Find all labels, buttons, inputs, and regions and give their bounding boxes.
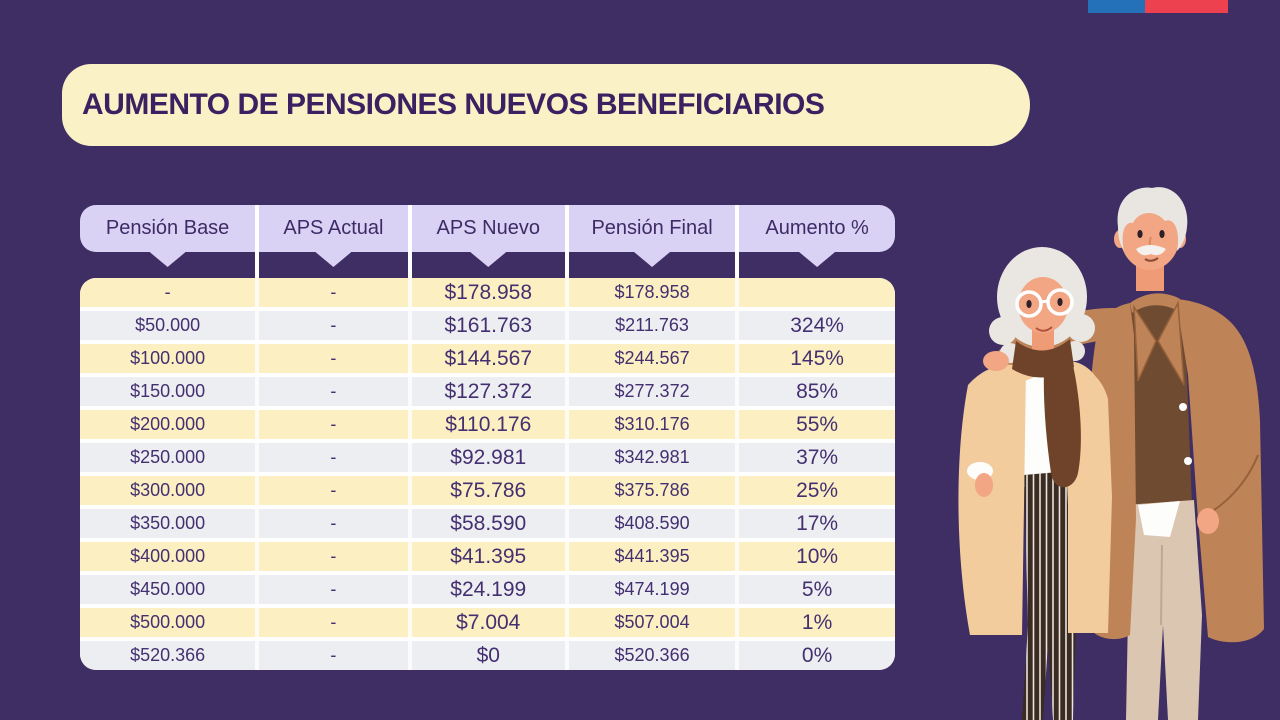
table-row: $100.000 - $144.567 $244.567 145% <box>80 340 895 373</box>
table-cell: 55% <box>735 410 895 439</box>
table-cell: $211.763 <box>564 311 736 340</box>
table-cell: 37% <box>735 443 895 472</box>
table-cell: - <box>255 641 408 670</box>
table-cell: $161.763 <box>407 311 565 340</box>
table-cell: $375.786 <box>564 476 736 505</box>
column-header-aps-nuevo: APS Nuevo <box>407 205 565 278</box>
header-arrow-tail <box>149 252 186 267</box>
table-cell: $110.176 <box>407 410 565 439</box>
table-cell: $310.176 <box>564 410 736 439</box>
title-banner: AUMENTO DE PENSIONES NUEVOS BENEFICIARIO… <box>62 64 1030 146</box>
table-cell: $41.395 <box>407 542 565 571</box>
column-header-aps-actual: APS Actual <box>255 205 408 278</box>
table-cell: $300.000 <box>80 476 256 505</box>
table-cell: $92.981 <box>407 443 565 472</box>
table-row: $250.000 - $92.981 $342.981 37% <box>80 439 895 472</box>
table-cell: $400.000 <box>80 542 256 571</box>
flag-blue-mark <box>1088 0 1145 13</box>
table-cell: $520.366 <box>80 641 256 670</box>
table-cell: $342.981 <box>564 443 736 472</box>
table-row: $50.000 - $161.763 $211.763 324% <box>80 307 895 340</box>
table-cell: - <box>255 278 408 307</box>
table-cell: 0% <box>735 641 895 670</box>
table-row: $150.000 - $127.372 $277.372 85% <box>80 373 895 406</box>
header-arrow-tail <box>634 252 671 267</box>
table-row: $300.000 - $75.786 $375.786 25% <box>80 472 895 505</box>
table-row: $520.366 - $0 $520.366 0% <box>80 637 895 670</box>
table-cell: $178.958 <box>407 278 565 307</box>
column-header-pension-base: Pensión Base <box>80 205 256 278</box>
table-cell: $7.004 <box>407 608 565 637</box>
table-cell: $127.372 <box>407 377 565 406</box>
table-cell <box>735 278 895 307</box>
table-cell: - <box>255 410 408 439</box>
table-row: $200.000 - $110.176 $310.176 55% <box>80 406 895 439</box>
column-header-aumento: Aumento % <box>735 205 895 278</box>
woman-figure <box>958 247 1112 720</box>
table-cell: $150.000 <box>80 377 256 406</box>
table-cell: $350.000 <box>80 509 256 538</box>
table-cell: 324% <box>735 311 895 340</box>
table-cell: 1% <box>735 608 895 637</box>
hand-on-shoulder <box>983 351 1009 371</box>
table-cell: - <box>255 542 408 571</box>
table-cell: $58.590 <box>407 509 565 538</box>
table-cell: 5% <box>735 575 895 604</box>
table-cell: $520.366 <box>564 641 736 670</box>
table-cell: $100.000 <box>80 344 256 373</box>
header-arrow-tail <box>799 252 836 267</box>
page-title: AUMENTO DE PENSIONES NUEVOS BENEFICIARIO… <box>82 88 825 121</box>
table-row: $500.000 - $7.004 $507.004 1% <box>80 604 895 637</box>
table-row: - - $178.958 $178.958 <box>80 278 895 307</box>
table-cell: 25% <box>735 476 895 505</box>
table-row: $400.000 - $41.395 $441.395 10% <box>80 538 895 571</box>
table-cell: $441.395 <box>564 542 736 571</box>
table-cell: $144.567 <box>407 344 565 373</box>
table-cell: 10% <box>735 542 895 571</box>
pension-table: Pensión Base APS Actual APS Nuevo Pensió… <box>80 205 895 670</box>
table-cell: 85% <box>735 377 895 406</box>
table-cell: $24.199 <box>407 575 565 604</box>
table-cell: - <box>80 278 256 307</box>
table-cell: $507.004 <box>564 608 736 637</box>
column-header-pension-final: Pensión Final <box>564 205 736 278</box>
table-cell: $244.567 <box>564 344 736 373</box>
table-row: $350.000 - $58.590 $408.590 17% <box>80 505 895 538</box>
table-cell: 17% <box>735 509 895 538</box>
table-cell: $450.000 <box>80 575 256 604</box>
elderly-couple-illustration <box>958 187 1264 720</box>
table-cell: $200.000 <box>80 410 256 439</box>
table-cell: $178.958 <box>564 278 736 307</box>
table-cell: $277.372 <box>564 377 736 406</box>
table-cell: $50.000 <box>80 311 256 340</box>
table-cell: $0 <box>407 641 565 670</box>
table-cell: $75.786 <box>407 476 565 505</box>
flag-red-mark <box>1145 0 1228 13</box>
table-cell: - <box>255 608 408 637</box>
table-header-row: Pensión Base APS Actual APS Nuevo Pensió… <box>80 205 895 278</box>
table-row: $450.000 - $24.199 $474.199 5% <box>80 571 895 604</box>
table-cell: - <box>255 443 408 472</box>
header-arrow-tail <box>315 252 352 267</box>
table-cell: $500.000 <box>80 608 256 637</box>
table-cell: - <box>255 311 408 340</box>
table-cell: $474.199 <box>564 575 736 604</box>
table-cell: 145% <box>735 344 895 373</box>
table-body: - - $178.958 $178.958 $50.000 - $161.763… <box>80 278 895 670</box>
table-cell: $408.590 <box>564 509 736 538</box>
table-cell: - <box>255 476 408 505</box>
table-cell: - <box>255 575 408 604</box>
table-cell: - <box>255 509 408 538</box>
table-cell: - <box>255 344 408 373</box>
table-cell: $250.000 <box>80 443 256 472</box>
header-arrow-tail <box>470 252 507 267</box>
table-cell: - <box>255 377 408 406</box>
